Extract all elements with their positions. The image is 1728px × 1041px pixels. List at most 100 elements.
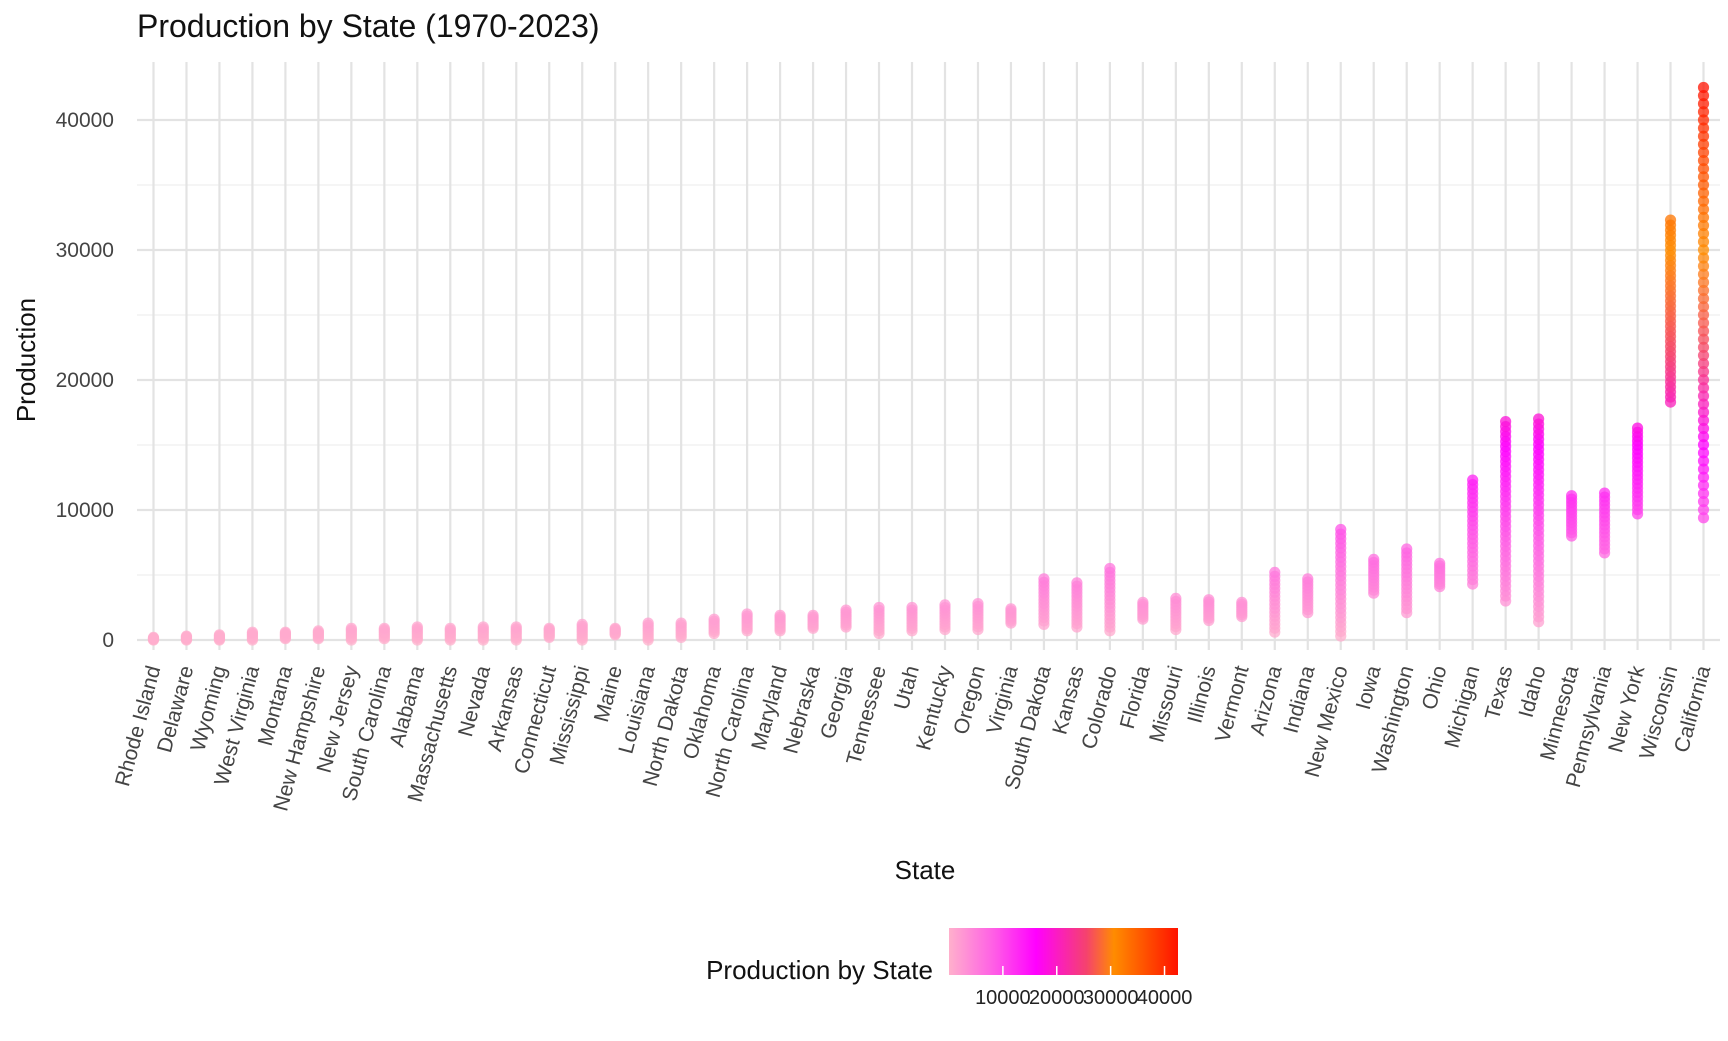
data-point [1697,228,1710,240]
data-point [1697,447,1710,459]
y-tick-label: 30000 [56,239,114,262]
y-tick-labels: 0 10000 20000 30000 40000 [56,109,114,652]
data-point [1697,333,1710,345]
data-point [1203,594,1215,606]
y-tick-label: 20000 [56,369,114,392]
data-point [1697,284,1710,297]
data-point [1697,203,1710,215]
data-point [1434,557,1446,569]
data-point [1697,252,1710,264]
data-point [1697,349,1710,362]
legend-tick-label: 20000 [1029,987,1085,1009]
y-tick-label: 40000 [56,109,114,132]
data-point [411,621,423,633]
data-point [1269,566,1281,579]
data-point [1236,596,1248,608]
x-tick-label: Illinois [1183,663,1220,725]
data-point [1697,211,1710,224]
data-point [1697,236,1710,248]
legend-tick-label: 40000 [1137,987,1193,1009]
x-tick-label: Maine [590,663,627,724]
data-point [1565,490,1578,502]
data-point [675,617,687,629]
data-point [1697,122,1710,134]
y-axis-label: Production [11,298,41,422]
data-point [1697,504,1710,516]
data-point [741,608,753,620]
data-point [1368,553,1380,566]
data-point [1697,366,1710,378]
data-point [1697,90,1710,102]
data-point [1697,98,1710,110]
data-point [1697,114,1710,126]
data-point [1697,487,1710,500]
data-point [1631,422,1644,434]
data-point [774,609,786,621]
x-tick-label: Rhode Island [111,663,165,789]
data-point [1697,512,1710,524]
grid [137,62,1720,650]
x-tick-label: Florida [1116,663,1155,731]
data-point [1071,577,1083,589]
data-point [1697,495,1710,508]
data-point [1500,416,1512,428]
data-point [444,622,456,634]
data-point [708,613,720,625]
data-point [1697,301,1710,313]
data-point [1401,543,1413,555]
data-point [1697,471,1710,483]
data-point [1038,573,1050,585]
data-point [840,604,852,616]
data-point [1697,171,1710,183]
data-point [1697,439,1710,451]
data-point [1335,523,1347,536]
x-tick-label: Utah [890,663,924,712]
data-point [213,629,226,641]
data-point [609,622,621,634]
x-tick-label: Texas [1481,663,1517,722]
data-point [1697,382,1710,394]
data-point [543,622,555,634]
data-point [1697,268,1710,280]
data-point [1302,573,1314,585]
data-points [147,81,1710,646]
data-point [1697,317,1710,329]
data-point [1533,413,1545,425]
legend-colorbar [949,928,1178,975]
data-point [1697,479,1710,491]
data-point [246,626,259,638]
data-point [1664,214,1677,226]
data-point [1697,463,1710,475]
data-point [1137,596,1149,608]
data-point [1697,309,1710,321]
data-point [378,622,390,634]
data-point [1697,414,1710,426]
data-point [180,630,193,642]
data-point [1697,146,1710,159]
data-point [1697,179,1710,191]
data-point [972,598,984,610]
data-point [1467,474,1479,486]
data-point [1697,244,1710,256]
x-tick-label: Idaho [1515,663,1551,720]
data-point [1697,325,1710,337]
data-point [1697,292,1710,305]
y-tick-label: 0 [102,629,114,652]
x-tick-label: Iowa [1352,663,1386,712]
x-tick-label: Ohio [1418,663,1452,712]
legend-title: Production by State [706,955,933,985]
x-axis-label: State [895,855,956,885]
data-point [1697,106,1710,118]
data-point [279,626,292,638]
data-point [1697,163,1710,175]
data-point [1697,455,1710,467]
data-point [477,621,489,633]
data-point [1104,562,1116,575]
legend-tick-label: 30000 [1083,987,1139,1009]
data-point [1697,341,1710,353]
